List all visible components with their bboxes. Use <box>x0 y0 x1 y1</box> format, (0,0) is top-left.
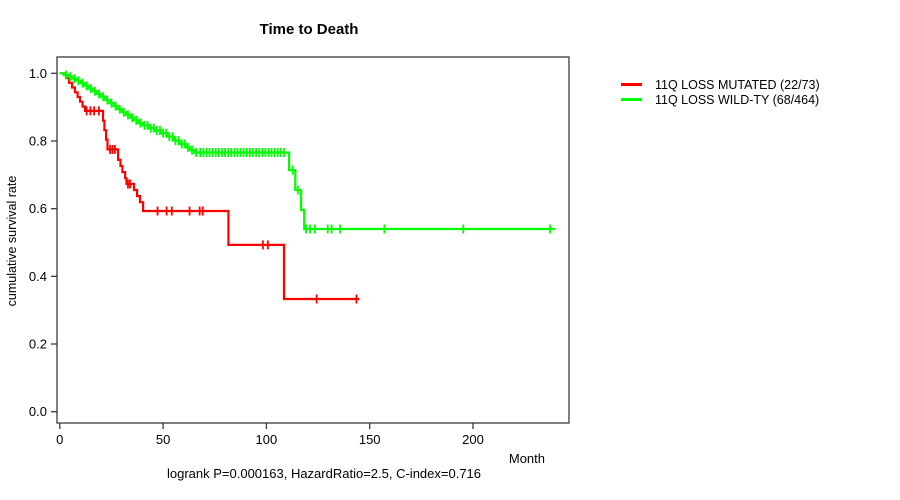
survival-curve <box>59 72 360 301</box>
chart-title: Time to Death <box>259 21 359 38</box>
legend-label-wildtype: 11Q LOSS WILD-TY (68/464) <box>655 92 820 107</box>
plot-frame <box>56 56 570 424</box>
svg-text:0.0: 0.0 <box>29 404 47 419</box>
y-axis: 0.0 0.2 0.4 0.6 0.8 1.0 <box>29 66 57 419</box>
legend-item-mutated: 11Q LOSS MUTATED (22/73) <box>621 77 820 92</box>
svg-text:0: 0 <box>56 432 63 447</box>
legend: 11Q LOSS MUTATED (22/73) 11Q LOSS WILD-T… <box>621 77 820 107</box>
legend-swatch-red <box>621 83 642 86</box>
svg-text:0.6: 0.6 <box>29 201 47 216</box>
series-mutated <box>59 72 360 304</box>
svg-text:150: 150 <box>359 432 381 447</box>
svg-text:100: 100 <box>256 432 278 447</box>
legend-swatch-green <box>621 98 642 101</box>
legend-label-mutated: 11Q LOSS MUTATED (22/73) <box>655 77 820 92</box>
svg-text:0.4: 0.4 <box>29 269 47 284</box>
x-axis-label: Month <box>508 451 545 466</box>
x-axis: 0 50 100 150 200 <box>56 423 484 447</box>
svg-text:0.8: 0.8 <box>29 133 47 148</box>
survival-curve <box>59 72 555 231</box>
svg-text:0.2: 0.2 <box>29 337 47 352</box>
svg-text:1.0: 1.0 <box>29 66 47 81</box>
series-wildtype <box>59 70 555 234</box>
svg-text:200: 200 <box>462 432 484 447</box>
svg-text:50: 50 <box>156 432 170 447</box>
legend-item-wildtype: 11Q LOSS WILD-TY (68/464) <box>621 92 820 107</box>
stats-caption: logrank P=0.000163, HazardRatio=2.5, C-i… <box>166 466 482 481</box>
